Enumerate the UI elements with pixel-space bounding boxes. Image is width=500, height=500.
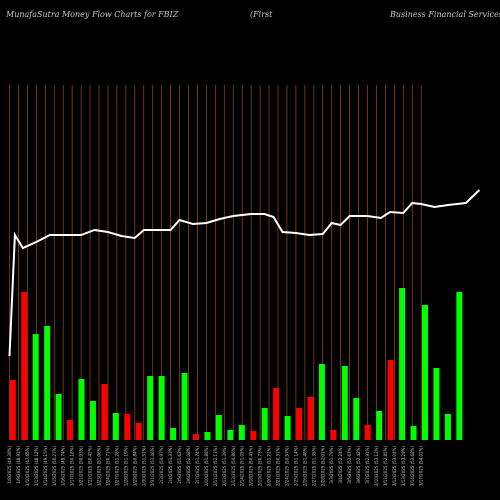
money-flow-down-bar — [135, 423, 142, 440]
x-tick-label: 1/8/2025 (49.38%) — [7, 446, 12, 484]
x-tick-label: 3/10/2025 (53.12%) — [374, 446, 379, 487]
money-flow-down-bar — [9, 380, 16, 440]
chart-title-company-name: Business Financial Services — [390, 10, 500, 19]
money-flow-up-bar — [147, 376, 154, 440]
x-tick-label: 1/24/2025 (50.71%) — [105, 446, 110, 487]
x-tick-label: 3/11/2025 (52.85%) — [383, 446, 388, 487]
money-flow-down-bar — [101, 384, 108, 440]
money-flow-up-bar — [215, 415, 222, 440]
money-flow-down-bar — [250, 431, 257, 440]
x-tick-label: 1/13/2025 (48.12%) — [34, 446, 39, 487]
money-flow-up-bar — [89, 401, 96, 440]
money-flow-up-bar — [341, 366, 348, 440]
x-tick-label: 2/7/2025 (51.74%) — [195, 446, 200, 484]
x-tick-label: 1/27/2025 (51.28%) — [114, 446, 119, 487]
x-tick-label: 2/3/2025 (50.97%) — [159, 446, 164, 484]
money-flow-up-bar — [204, 432, 211, 440]
x-tick-label: 2/11/2025 (52.13%) — [213, 446, 218, 487]
price-line — [8, 189, 481, 357]
money-flow-up-bar — [399, 288, 406, 440]
x-tick-label: 1/22/2025 (50.42%) — [88, 446, 93, 487]
x-tick-label: 2/19/2025 (50.73%) — [258, 446, 263, 487]
money-flow-down-bar — [387, 360, 394, 440]
money-flow-up-bar — [261, 408, 268, 440]
x-tick-label: 3/6/2025 (52.42%) — [356, 446, 361, 484]
money-flow-up-bar — [158, 376, 165, 440]
x-tick-label: 2/18/2025 (50.41%) — [249, 446, 254, 487]
x-tick-label: 3/13/2025 (53.29%) — [401, 446, 406, 487]
x-tick-label: 1/28/2025 (51.19%) — [123, 446, 128, 487]
money-flow-up-bar — [444, 414, 451, 440]
x-tick-label: 3/7/2025 (52.91%) — [365, 446, 370, 484]
x-tick-label: 2/21/2025 (50.31%) — [276, 446, 281, 487]
x-tick-label: 2/14/2025 (51.05%) — [240, 446, 245, 487]
x-tick-label: 2/4/2025 (51.33%) — [168, 446, 173, 484]
money-flow-up-bar — [78, 379, 85, 440]
x-tick-label: 3/4/2025 (52.24%) — [338, 446, 343, 484]
x-tick-label: 1/16/2025 (49.74%) — [61, 446, 66, 487]
x-tick-label: 1/21/2025 (50.93%) — [79, 446, 84, 487]
x-tick-label: 2/12/2025 (51.39%) — [222, 446, 227, 487]
x-tick-label: 1/10/2025 (47.65%) — [25, 446, 30, 487]
money-flow-up-bar — [112, 413, 119, 440]
x-tick-label: 3/5/2025 (52.67%) — [347, 446, 352, 484]
chart-title: MunafaSutra Money Flow Charts for FBIZ — [6, 10, 179, 19]
money-flow-up-bar — [318, 364, 325, 440]
x-tick-label: 2/27/2025 (51.35%) — [311, 446, 316, 487]
money-flow-down-bar — [124, 414, 131, 440]
money-flow-up-bar — [170, 428, 177, 440]
x-tick-label: 2/20/2025 (51.22%) — [267, 446, 272, 487]
money-flow-down-bar — [193, 434, 199, 440]
money-flow-up-bar — [32, 334, 39, 440]
money-flow-up-bar — [181, 373, 188, 440]
money-flow-down-bar — [330, 430, 337, 440]
x-tick-label: 1/23/2025 (51.06%) — [97, 446, 102, 487]
x-tick-label: 2/6/2025 (52.08%) — [186, 446, 191, 484]
money-flow-down-bar — [21, 292, 28, 440]
money-flow-down-bar — [364, 425, 371, 440]
money-flow-up-bar — [376, 411, 383, 440]
x-tick-label: 2/26/2025 (51.48%) — [302, 446, 307, 487]
x-tick-label: 2/25/2025 (51.14%) — [293, 446, 298, 487]
x-tick-label: 1/17/2025 (50.18%) — [70, 446, 75, 487]
chart-title-company-start: (First — [250, 10, 273, 19]
money-flow-up-bar — [456, 292, 463, 440]
x-tick-label: 1/30/2025 (51.51%) — [141, 446, 146, 487]
money-flow-up-bar — [353, 398, 360, 440]
x-tick-label: 1/15/2025 (50.27%) — [52, 446, 57, 487]
money-flow-up-bar — [284, 416, 291, 440]
x-tick-label: 3/17/2025 (54.02%) — [419, 446, 424, 487]
x-tick-label: 1/31/2025 (51.46%) — [150, 446, 155, 487]
money-flow-up-bar — [238, 425, 245, 440]
x-tick-label: 2/24/2025 (50.57%) — [284, 446, 289, 487]
money-flow-down-bar — [273, 388, 280, 440]
x-tick-label: 1/29/2025 (50.84%) — [132, 446, 137, 487]
money-flow-up-bar — [433, 368, 440, 440]
x-tick-label: 3/12/2025 (53.04%) — [392, 446, 397, 487]
money-flow-up-bar — [55, 394, 62, 440]
x-tick-label: 1/9/2025 (48.91%) — [16, 446, 21, 484]
x-tick-label: 1/14/2025 (49.15%) — [43, 446, 48, 487]
x-tick-label: 3/14/2025 (53.68%) — [410, 446, 415, 487]
x-tick-label: 2/28/2025 (52.01%) — [320, 446, 325, 487]
money-flow-up-bar — [44, 326, 51, 440]
money-flow-down-bar — [67, 420, 74, 440]
money-flow-down-bar — [307, 397, 314, 440]
money-flow-up-bar — [410, 426, 417, 440]
money-flow-up-bar — [227, 430, 234, 440]
x-tick-label: 2/13/2025 (50.86%) — [231, 446, 236, 487]
x-tick-label: 2/10/2025 (51.88%) — [204, 446, 209, 487]
x-tick-label: 2/5/2025 (51.62%) — [177, 446, 182, 484]
money-flow-up-bar — [422, 305, 428, 440]
x-tick-label: 3/3/2025 (51.79%) — [329, 446, 334, 484]
money-flow-down-bar — [296, 408, 303, 440]
